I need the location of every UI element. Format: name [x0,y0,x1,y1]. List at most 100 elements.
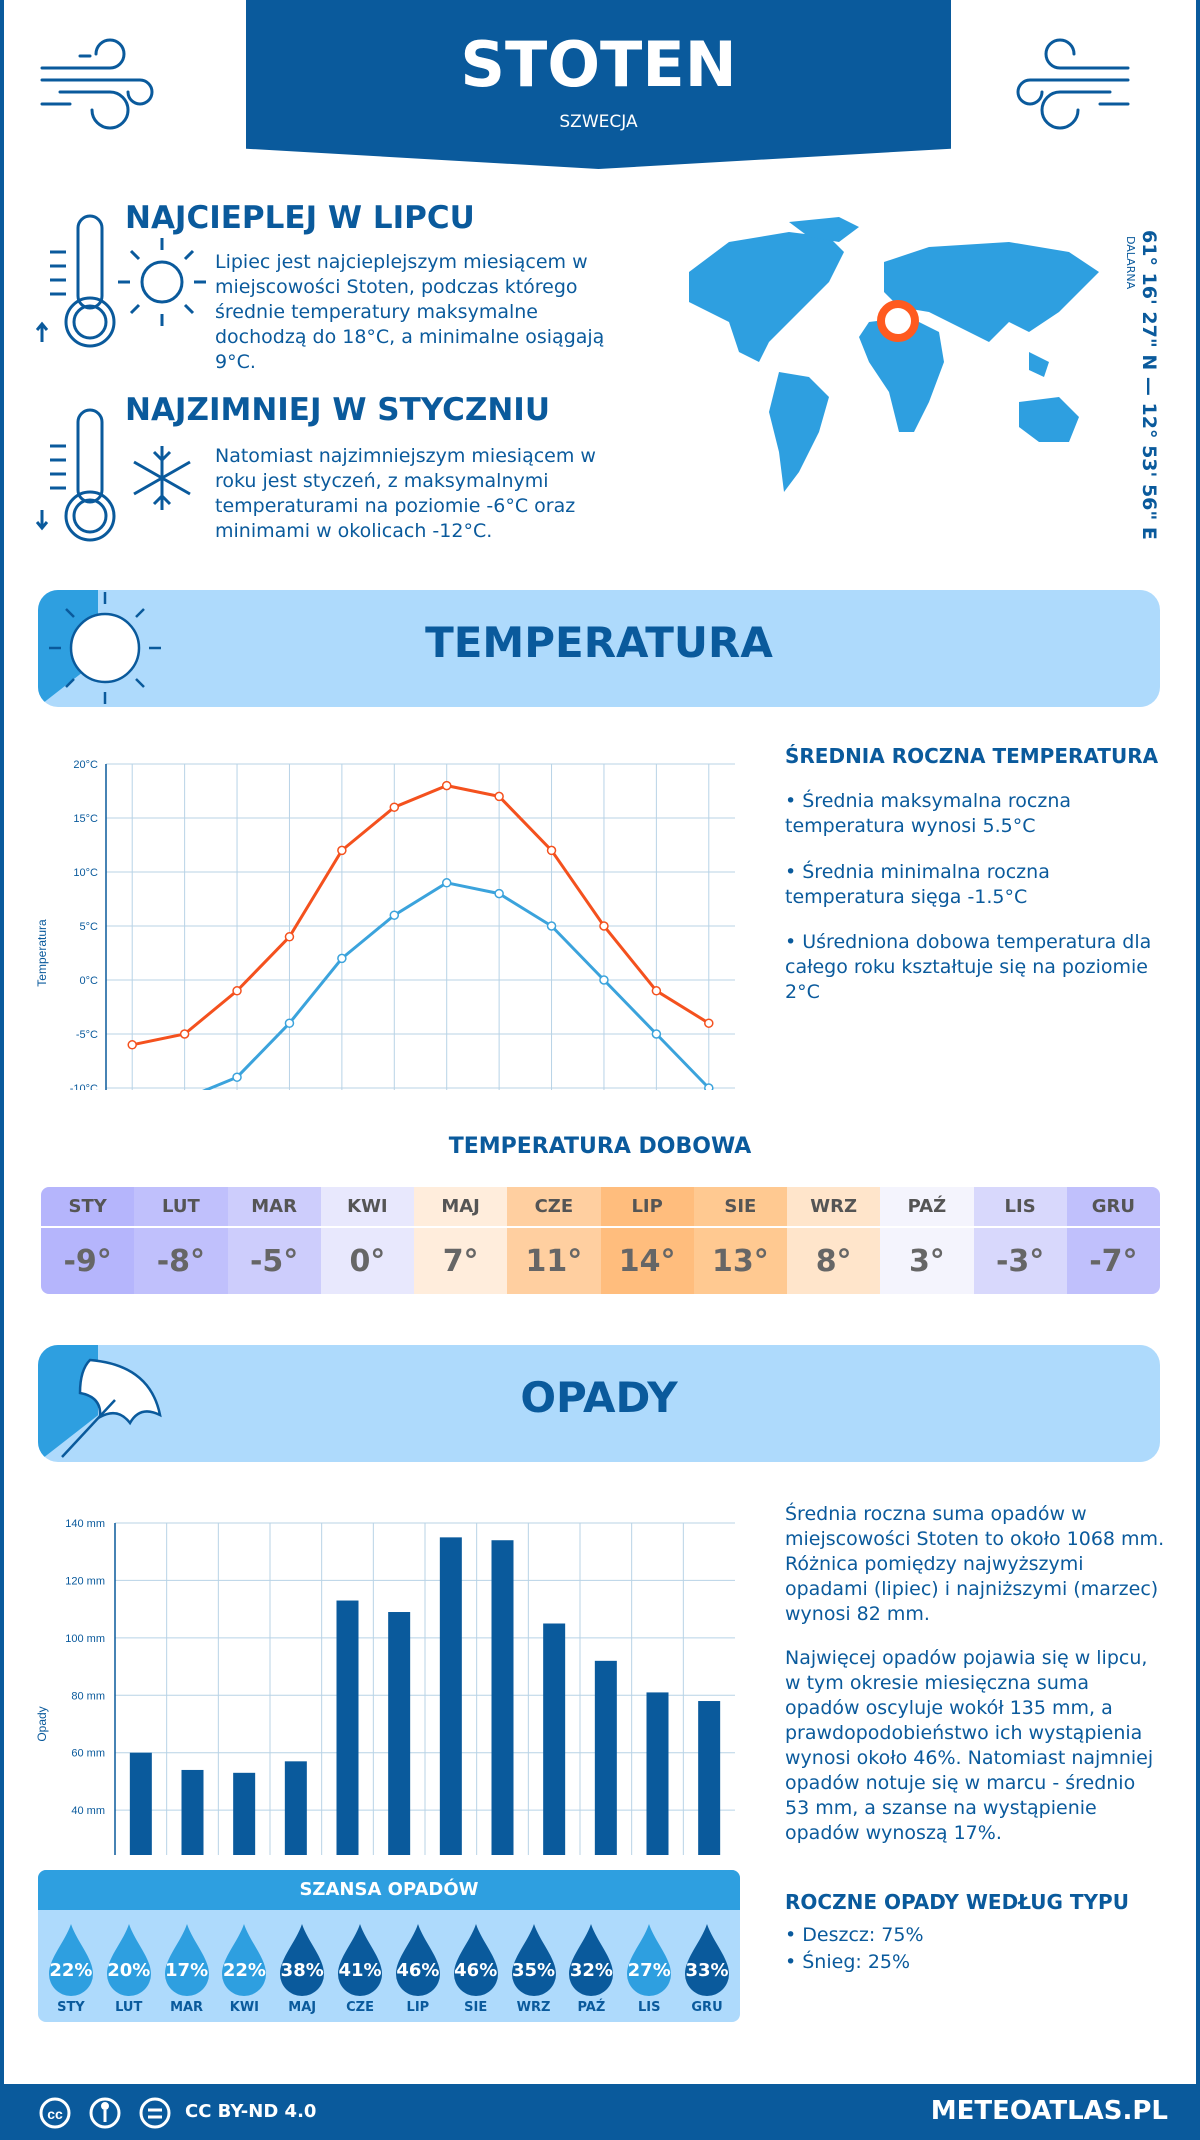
region-label: DALARNA [1124,236,1137,290]
data-point [389,802,400,812]
month-label: LIP [600,1187,694,1228]
month-label: SIE [464,2000,488,2015]
chance-value: 20% [107,1960,151,1981]
temp-stat-max: • Średnia maksymalna roczna temperatura … [785,790,1072,837]
page-title: STOTEN [460,28,737,101]
precip-type-rain: • Deszcz: 75% [785,1924,924,1946]
temp-stat-min: • Średnia minimalna roczna temperatura s… [785,861,1050,908]
temp-value: -3° [995,1243,1045,1279]
chance-value: 17% [165,1960,209,1981]
y-tick-label: 140 mm [65,1518,105,1530]
temp-value: 0° [349,1243,386,1279]
svg-text:cc: cc [47,2106,63,2122]
data-point [651,986,662,996]
data-point [127,1040,137,1050]
site-link[interactable]: METEOATLAS.PL [930,2096,1168,2126]
daily-temp-table: STY -9° LUT -8° MAR -5° KWI 0° MAJ 7° CZE 11° LIP 14°… [41,1187,1160,1294]
month-label: LUT [115,2000,143,2015]
data-point [546,845,557,856]
month-label: LIS [637,2000,661,2015]
series-line [202,881,710,1090]
month-label: WRZ [787,1187,881,1228]
precip-chance-drop: 27% LIS [620,1910,678,2022]
y-tick-label: 15°C [73,813,98,825]
precip-chance-drop: 35% WRZ [505,1910,563,2022]
daily-temp-cell: GRU -7° [1066,1187,1160,1294]
temp-value: 8° [815,1243,852,1279]
bar [646,1692,669,1855]
temp-stat-avg: • Uśredniona dobowa temperatura dla całe… [785,931,1152,1003]
bar [439,1537,462,1855]
daily-temp-cell: SIE 13° [693,1187,787,1294]
wind-icon [40,38,154,130]
y-axis-label: Temperatura [35,919,49,987]
raindrop-icon [222,1924,267,1996]
y-axis-label: Opady [35,1706,49,1741]
location-marker-icon [877,300,919,342]
chance-value: 27% [627,1960,671,1981]
data-point [232,986,242,996]
data-point [599,921,609,931]
wind-icon-right [1016,38,1130,130]
y-tick-label: 20°C [73,759,98,771]
warm-title: NAJCIEPLEJ W LIPCU [125,200,475,236]
cold-text: Natomiast najzimniejszym miesiącem w rok… [215,445,596,542]
raindrop-icon [395,1924,440,1996]
month-label: SIE [693,1187,787,1228]
month-label: PAŹ [880,1187,974,1228]
data-point [494,791,504,802]
data-point [232,1072,242,1082]
precip-chance-drop: 32% PAŹ [562,1910,620,2022]
precip-text-1: Średnia roczna suma opadów w miejscowośc… [785,1503,1165,1625]
y-tick-label: 10°C [73,867,98,879]
chance-value: 41% [338,1960,382,1981]
cold-title: NAJZIMNIEJ W STYCZNIU [125,392,550,428]
y-tick-label: 120 mm [65,1575,105,1587]
temp-value: 7° [442,1243,479,1279]
precip-chance-title: SZANSA OPADÓW [38,1870,740,1910]
precip-chance-drop: 17% MAR [158,1910,216,2022]
y-tick-label: -5°C [76,1029,98,1041]
data-point [389,910,400,920]
raindrop-icon [106,1924,151,1996]
month-label: STY [57,2000,85,2015]
y-tick-label: 80 mm [71,1690,105,1702]
temp-value: 11° [525,1243,583,1279]
temp-value: 3° [908,1243,945,1279]
data-point [337,845,347,856]
precipitation-banner: OPADY [38,1345,1160,1462]
data-point [599,975,609,985]
month-label: CZE [507,1187,601,1228]
precip-text-2: Najwięcej opadów pojawia się w lipcu, w … [785,1647,1154,1844]
bar [181,1769,204,1855]
data-point [284,932,295,942]
temperature-title: TEMPERATURA [425,618,773,667]
coordinates: 61° 16' 27" N — 12° 53' 56" E [1138,230,1160,540]
world-map [689,217,1099,492]
bar [233,1772,256,1855]
daily-temp-cell: CZE 11° [507,1187,601,1294]
daily-temp-cell: LIP 14° [600,1187,694,1294]
daily-temp-cell: STY -9° [41,1187,135,1294]
chance-value: 33% [685,1960,729,1981]
chance-value: 22% [222,1960,266,1981]
data-point [704,1018,714,1028]
daily-temp-cell: PAŹ 3° [880,1187,974,1294]
month-label: MAJ [414,1187,508,1228]
bar [284,1761,307,1855]
temperature-banner: TEMPERATURA [38,590,1160,707]
daily-temp-cell: KWI 0° [320,1187,414,1294]
thermometer-sun-icon [36,214,206,348]
sun-icon [49,592,161,704]
temp-stats-title: ŚREDNIA ROCZNA TEMPERATURA [785,744,1159,768]
raindrop-icon [49,1924,93,1996]
month-label: STY [41,1187,135,1228]
data-point [441,780,452,791]
month-label: MAR [170,2000,204,2015]
y-tick-label: 5°C [80,921,99,933]
chance-value: 32% [569,1960,613,1981]
bar [336,1600,359,1855]
raindrop-icon [338,1924,383,1996]
